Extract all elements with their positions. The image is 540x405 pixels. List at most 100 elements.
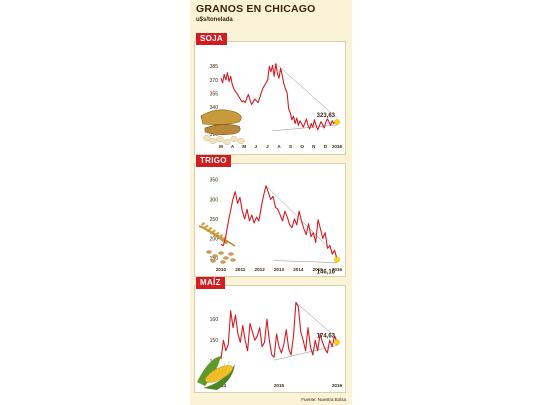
y-tick-label: 310: [210, 132, 219, 138]
series-line: [220, 185, 338, 260]
final-value-label: 146,16: [317, 270, 336, 276]
y-tick-label: 370: [210, 78, 219, 84]
wheat-illustration: [198, 222, 236, 264]
y-tick-label: 355: [210, 91, 219, 97]
x-tick-label: 2016: [332, 144, 343, 149]
x-tick-label: S: [289, 144, 292, 149]
trigo-panel: 150 200 250 300 350 2010 2011 2012 2013 2014 2015 2…: [194, 155, 348, 277]
x-tick-label: J: [255, 144, 258, 149]
wheat-grain: [208, 227, 213, 231]
trend-line-lower: [274, 345, 338, 361]
trigo-plot-area: 150 200 250 300 350 2010 2011 2012 2013 2014 2015 2…: [194, 163, 346, 277]
soybean: [216, 135, 224, 142]
trend-line-lower: [272, 124, 338, 132]
x-tick-label: M: [219, 144, 223, 149]
x-tick-label: O: [300, 144, 304, 149]
trigo-chart: 150 200 250 300 350 2010 2011 2012 2013 2014 2015 2…: [198, 178, 343, 276]
y-tick-label: 200: [210, 236, 219, 242]
soybean: [203, 134, 211, 141]
wheat-grain: [219, 234, 223, 238]
corn-kernel-row: [224, 361, 230, 374]
x-tick-label: 2016: [332, 383, 343, 388]
x-tick-label: 2013: [274, 267, 285, 272]
wheat-grain: [205, 228, 210, 232]
soja-panel: 310325340355370385MAMJJASOND2016323,63 S…: [194, 33, 348, 155]
soybean: [209, 137, 217, 144]
x-tick-label: 2010: [216, 267, 227, 272]
y-tick-label: 150: [210, 338, 219, 344]
trigo-label: TRIGO: [196, 155, 231, 167]
wheat-kernel: [230, 258, 236, 262]
trend-line-upper: [295, 302, 338, 339]
x-tick-label: D: [324, 144, 328, 149]
x-tick-label: 2015: [313, 267, 324, 272]
wheat-grain: [215, 232, 220, 236]
wheat-grain: [216, 236, 221, 240]
wheat-kernel: [210, 259, 216, 263]
x-tick-label: M: [242, 144, 246, 149]
soybean: [237, 137, 245, 144]
corn-illustration: [197, 356, 235, 390]
wheat-grain: [202, 226, 206, 230]
maiz-chart: 140150160201420152016174,63: [197, 301, 343, 390]
soy-pod: [200, 109, 242, 125]
endpoint-marker: [334, 339, 340, 346]
maiz-panel: 140150160201420152016174,63 MAÍZ: [194, 277, 348, 393]
wheat-kernel: [228, 252, 234, 256]
series-line: [220, 301, 338, 360]
endpoint-marker: [334, 119, 340, 125]
wheat-grain: [209, 231, 214, 235]
header: GRANOS EN CHICAGO u$s/tonelada: [190, 0, 352, 30]
y-tick-label: 250: [210, 217, 219, 223]
series-line: [220, 63, 338, 131]
endpoint-marker: [334, 256, 340, 263]
maiz-plot-area: 140150160201420152016174,63: [194, 285, 346, 393]
wheat-grain: [204, 224, 209, 228]
x-tick-label: 2014: [293, 267, 304, 272]
soja-label: SOJA: [196, 33, 227, 45]
corn-kernel-row: [216, 365, 222, 378]
wheat-grain: [212, 233, 217, 237]
soy-pod: [204, 124, 241, 135]
trend-line-lower: [273, 260, 338, 263]
corn-kernel-row: [212, 367, 218, 380]
x-tick-label: 2015: [274, 383, 285, 388]
x-tick-label: A: [277, 144, 281, 149]
soja-plot-area: 310325340355370385MAMJJASOND2016323,63: [194, 41, 346, 155]
final-value-label: 174,63: [317, 333, 336, 339]
corn-leaf: [203, 364, 235, 390]
x-tick-label: 2016: [332, 267, 343, 272]
x-tick-label: J: [266, 144, 269, 149]
wheat-grain: [201, 222, 205, 226]
unit-label: u$s/tonelada: [196, 17, 233, 23]
chart-title: GRANOS EN CHICAGO: [196, 3, 316, 15]
wheat-kernel: [220, 260, 226, 264]
maiz-label: MAÍZ: [196, 277, 225, 289]
y-tick-label: 300: [210, 197, 219, 203]
y-tick-label: 150: [210, 256, 219, 262]
soybean-pod-illustration: [200, 109, 245, 145]
wheat-kernel: [212, 254, 218, 258]
x-tick-label: 2011: [235, 267, 245, 272]
source-note: Fuente: Nuestra Bolsa: [301, 397, 346, 402]
corn-kernel-row: [220, 363, 226, 376]
x-tick-label: 2012: [255, 267, 266, 272]
wheat-kernel: [206, 250, 212, 254]
wheat-grain: [220, 238, 224, 242]
wheat-kernel: [223, 256, 229, 260]
x-tick-label: N: [312, 144, 316, 149]
wheat-grain: [211, 229, 216, 233]
y-tick-label: 160: [210, 317, 219, 323]
y-tick-label: 350: [210, 178, 219, 184]
soja-chart: 310325340355370385MAMJJASOND2016323,63: [200, 63, 343, 149]
y-tick-label: 385: [210, 64, 219, 70]
soybean: [223, 138, 231, 145]
trend-line-upper: [275, 63, 338, 119]
corn-leaf: [197, 356, 221, 386]
x-tick-label: A: [231, 144, 235, 149]
wheat-kernel: [218, 251, 224, 255]
final-value-label: 323,63: [317, 113, 336, 119]
infographic: GRANOS EN CHICAGO u$s/tonelada 310325340…: [190, 0, 352, 405]
y-tick-label: 340: [210, 105, 219, 111]
soybean: [230, 135, 238, 142]
